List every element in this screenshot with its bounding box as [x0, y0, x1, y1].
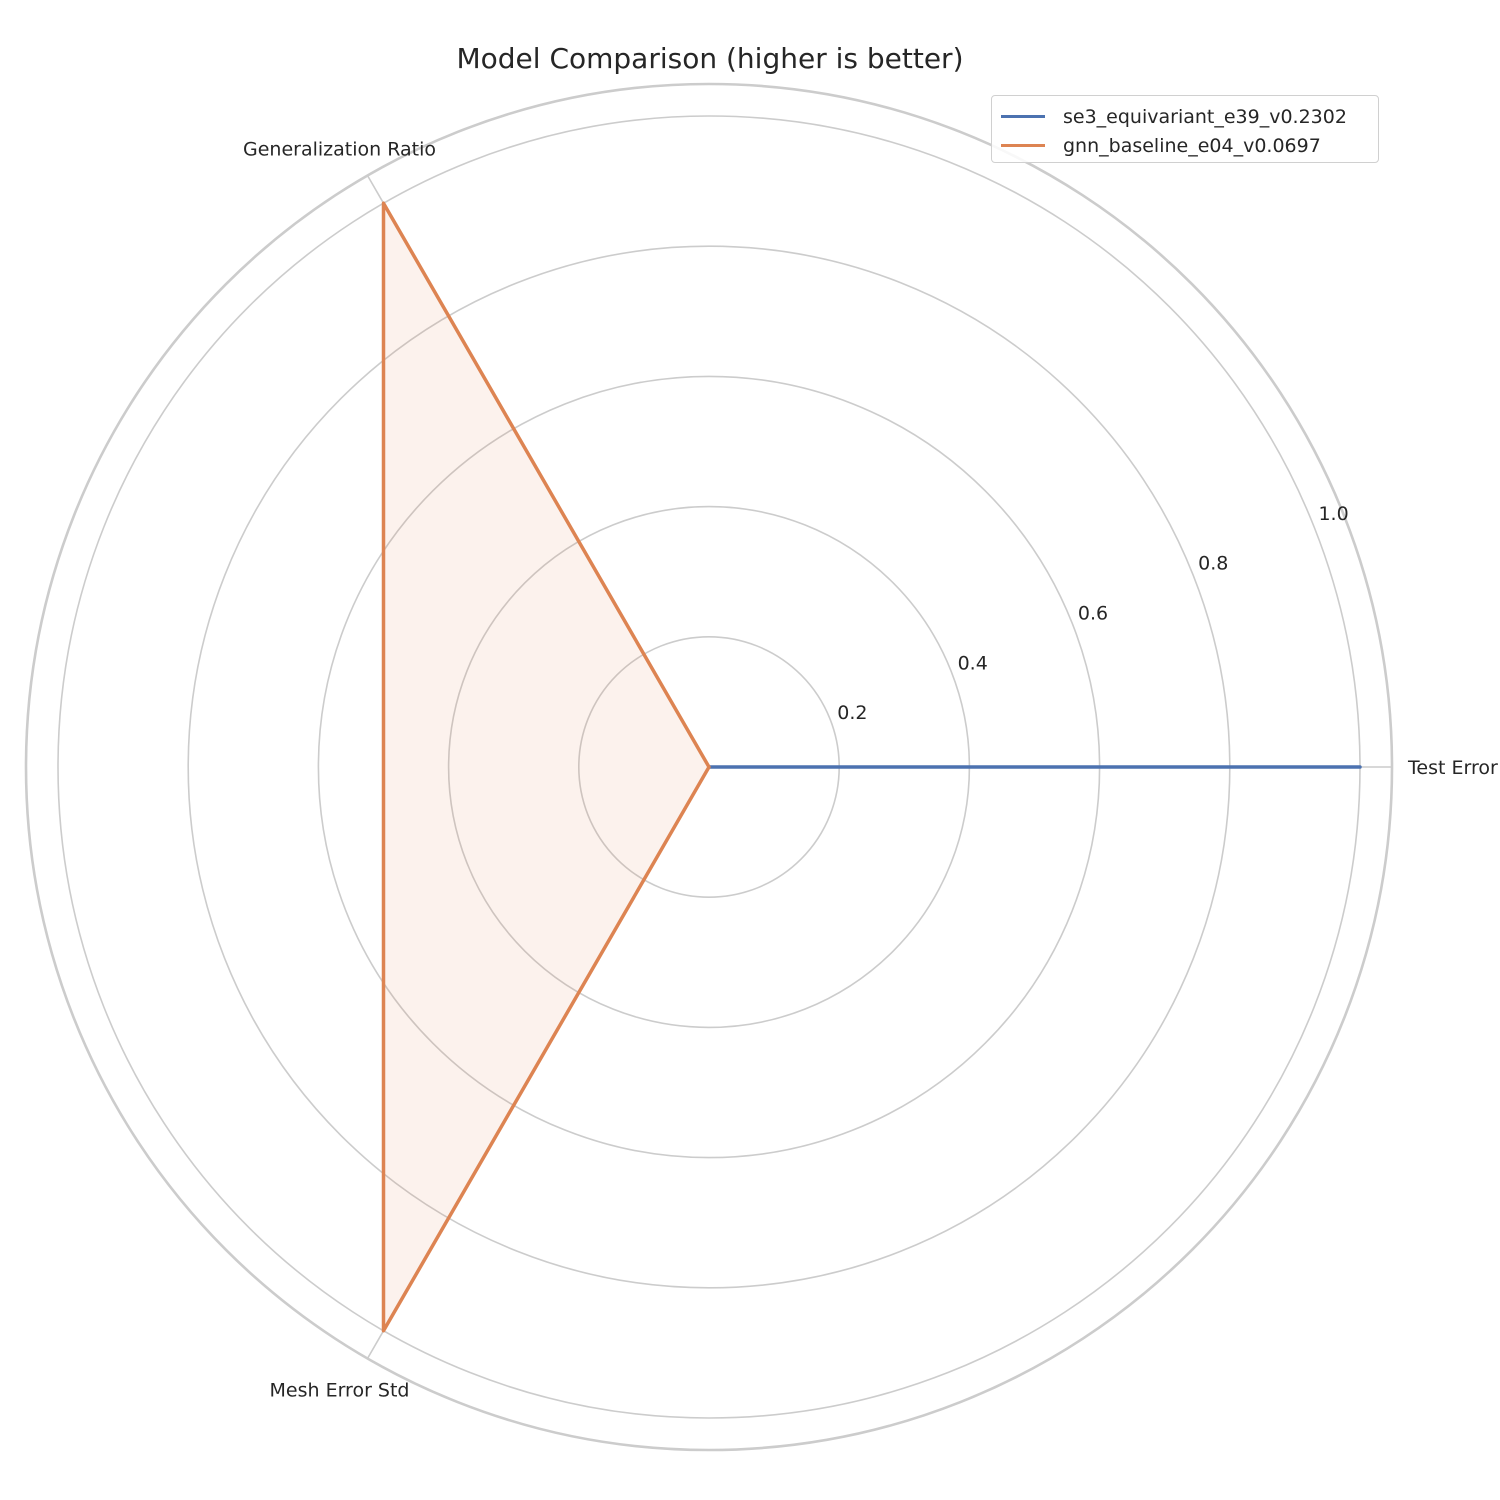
- r-tick-label: 1.0: [1318, 503, 1348, 525]
- r-tick-label: 0.8: [1198, 553, 1228, 575]
- r-tick-label: 0.4: [958, 652, 988, 674]
- legend-label: se3_equivariant_e39_v0.2302: [1063, 105, 1347, 128]
- r-tick-label: 0.2: [837, 702, 867, 724]
- r-tick-label: 0.6: [1078, 603, 1108, 625]
- legend-swatch: [1001, 144, 1045, 147]
- legend: se3_equivariant_e39_v0.2302 gnn_baseline…: [991, 95, 1379, 163]
- legend-item: se3_equivariant_e39_v0.2302: [992, 102, 1378, 131]
- label-layer: 0.2 0.4 0.6 0.8 1.0 Test Error Generalization …: [243, 139, 1498, 1402]
- series-fill: [383, 203, 709, 1331]
- legend-swatch: [1001, 115, 1045, 118]
- legend-item: gnn_baseline_e04_v0.0697: [992, 131, 1378, 160]
- series-line: [381, 201, 711, 1333]
- legend-label: gnn_baseline_e04_v0.0697: [1063, 134, 1321, 157]
- chart-title: Model Comparison (higher is better): [456, 42, 964, 75]
- axis-label: Mesh Error Std: [270, 1379, 410, 1401]
- axis-label: Test Error: [1407, 757, 1498, 779]
- series-layer: [381, 201, 1362, 1333]
- axis-label: Generalization Ratio: [243, 139, 436, 161]
